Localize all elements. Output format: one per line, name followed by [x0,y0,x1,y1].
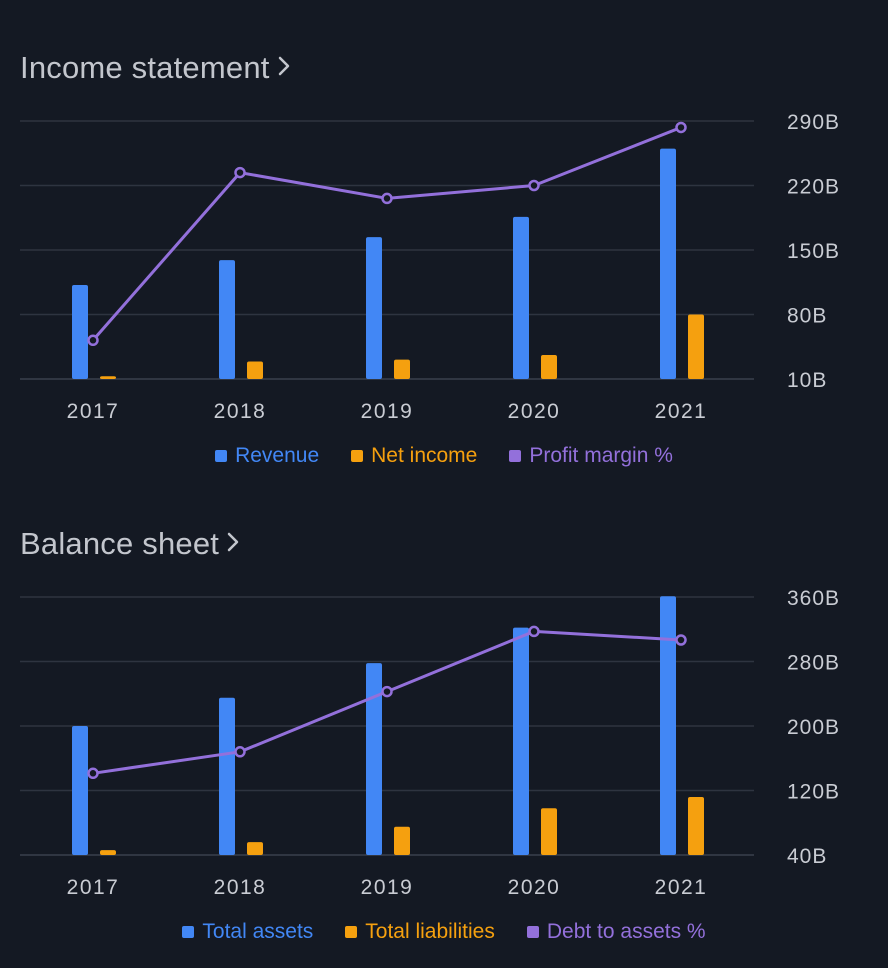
x-tick-label: 2020 [508,876,561,899]
line-point [234,746,246,758]
line-point [87,767,99,780]
legend-item-total-assets[interactable]: Total assets [182,920,313,944]
chevron-right-icon [278,48,290,84]
x-tick-label: 2019 [361,400,414,423]
line-point [381,192,393,205]
bar-total-liabilities [247,842,263,855]
net-income-swatch [351,450,364,462]
y-tick-label: 200B [787,716,840,739]
y-tick-label: 150B [787,240,840,263]
bar-net-income [247,361,263,379]
y-tick-label: 80B [787,305,827,328]
legend-label-profit-margin: Profit margin % [529,444,673,467]
x-tick-label: 2021 [655,400,708,423]
income-statement-chart: 290B 220B 150B 80B 10B 2017 2018 2019 2020 2021 [20,111,840,423]
line-point [675,121,687,134]
balance-sheet-chart: 360B 280B 200B 120B 40B 2017 2018 2019 2020 2021 [20,587,840,899]
balance-sheet-section: Balance sheet 360B 280B 200B 120B 40B 2017 201… [0,476,888,968]
y-tick-label: 290B [787,111,840,134]
line-point [87,334,99,347]
total-liabilities-swatch [345,926,358,938]
x-tick-label: 2018 [214,876,267,899]
line-point [528,625,540,638]
x-tick-label: 2017 [67,400,120,423]
balance-sheet-title: Balance sheet [20,526,220,561]
bar-net-income [394,359,410,379]
bar-revenue [513,216,529,379]
income-legend: Revenue Net income Profit margin % [0,444,888,468]
line-point [675,634,687,646]
bar-net-income [688,314,704,379]
legend-label-revenue: Revenue [235,444,320,467]
legend-item-revenue[interactable]: Revenue [215,444,319,468]
balance-sheet-title-link[interactable]: Balance sheet [20,524,239,562]
line-point [234,166,246,179]
y-tick-label: 120B [787,781,840,804]
legend-item-profit-margin[interactable]: Profit margin % [509,444,673,468]
chevron-right-icon [227,524,239,560]
y-tick-label: 10B [787,369,827,392]
y-tick-label: 220B [787,176,840,199]
income-statement-title-link[interactable]: Income statement [20,48,290,86]
y-tick-label: 360B [787,587,840,610]
x-tick-label: 2018 [214,400,267,423]
bar-total-liabilities [394,826,410,855]
bar-total-assets [660,596,676,855]
legend-item-total-liabilities[interactable]: Total liabilities [345,920,495,944]
bar-total-assets [513,627,529,855]
x-tick-label: 2020 [508,400,561,423]
line-point [528,179,540,192]
bar-revenue [366,237,382,379]
x-tick-label: 2017 [67,876,120,899]
bar-revenue [660,148,676,379]
y-tick-label: 40B [787,845,827,868]
legend-label-debt-to-assets: Debt to assets % [546,920,706,943]
bar-total-liabilities [541,808,557,855]
bar-net-income [541,355,557,379]
x-tick-label: 2021 [655,876,708,899]
total-assets-swatch [182,926,195,938]
balance-legend: Total assets Total liabilities Debt to a… [0,920,888,944]
line-point [381,685,393,698]
bar-total-assets [366,663,382,855]
series-line [92,629,682,775]
bar-total-liabilities [100,850,116,855]
x-tick-label: 2019 [361,876,414,899]
legend-label-total-liabilities: Total liabilities [365,920,495,943]
series-line [91,126,682,342]
income-statement-section: Income statement 290B 220B 150B 80B 10B 2017 2… [0,48,888,468]
legend-item-debt-to-assets[interactable]: Debt to assets % [526,920,706,944]
bar-revenue [219,260,235,379]
bar-total-assets [219,697,235,855]
legend-label-total-assets: Total assets [202,920,314,943]
y-tick-label: 280B [787,652,840,675]
bar-total-assets [72,726,88,855]
bar-revenue [72,285,88,379]
debt-to-assets-swatch [526,926,539,938]
profit-margin-swatch [509,450,522,462]
revenue-swatch [215,450,228,462]
legend-label-net-income: Net income [371,444,478,467]
bar-net-income [100,376,116,379]
bar-total-liabilities [688,796,704,855]
legend-item-net-income[interactable]: Net income [351,444,477,468]
income-statement-title: Income statement [20,50,270,85]
